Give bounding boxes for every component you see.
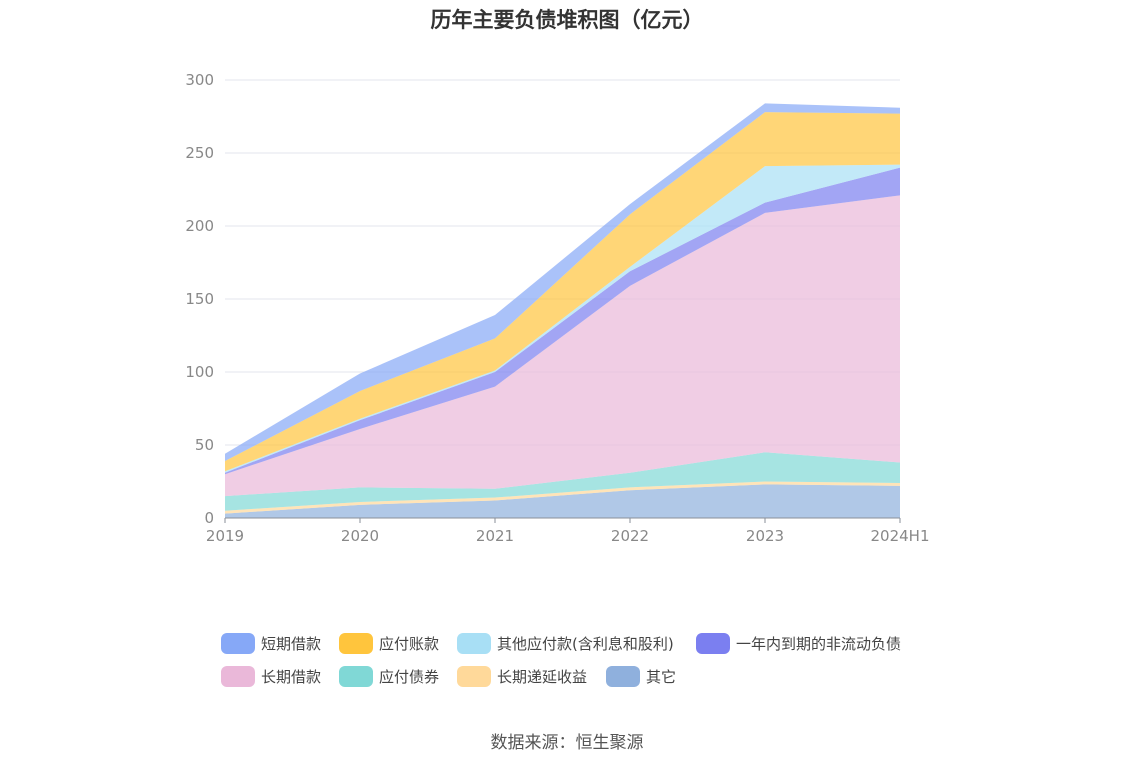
area-series-短期借款 (225, 103, 900, 462)
legend-item-other[interactable]: 其它 (606, 663, 676, 689)
legend-item-long-term-loans[interactable]: 长期借款 (221, 663, 321, 689)
legend-label: 一年内到期的非流动负债 (736, 634, 902, 653)
y-tick-label: 50 (195, 436, 214, 454)
legend-swatch (221, 632, 255, 654)
x-tick-label: 2020 (341, 527, 379, 545)
legend-label: 短期借款 (261, 634, 322, 653)
legend-label: 其它 (646, 667, 677, 686)
legend-swatch (339, 665, 373, 687)
area-series-其它 (225, 484, 900, 518)
y-tick-label: 100 (185, 363, 214, 381)
legend-item-deferred-income[interactable]: 长期递延收益 (457, 663, 587, 689)
area-series (225, 103, 900, 518)
legend-label: 长期借款 (261, 667, 322, 686)
legend-label: 其他应付款(含利息和股利) (497, 634, 674, 653)
legend-label: 长期递延收益 (497, 667, 588, 686)
y-tick-label: 250 (185, 144, 214, 162)
legend-swatch (606, 665, 640, 687)
x-tick-label: 2023 (746, 527, 784, 545)
x-tick-label: 2019 (206, 527, 244, 545)
area-series-应付债券 (225, 452, 900, 511)
area-series-长期借款 (225, 195, 900, 497)
y-tick-label: 200 (185, 217, 214, 235)
legend-item-other-payables[interactable]: 其他应付款(含利息和股利) (457, 630, 674, 656)
chart-title: 历年主要负债堆积图（亿元） (430, 8, 704, 32)
legend-label: 应付账款 (379, 634, 440, 653)
y-tick-label: 0 (204, 509, 214, 527)
legend-label: 应付债券 (379, 667, 440, 686)
legend-swatch (221, 665, 255, 687)
legend-swatch (457, 632, 491, 654)
legend-item-current-noncurrent-liabilities[interactable]: 一年内到期的非流动负债 (696, 630, 901, 656)
area-series-应付账款 (225, 112, 900, 472)
y-tick-label: 150 (185, 290, 214, 308)
x-axis: 2019 2020 2021 2022 2023 2024H1 (206, 517, 930, 545)
x-tick-label: 2021 (476, 527, 514, 545)
legend-item-accounts-payable[interactable]: 应付账款 (339, 630, 439, 656)
legend-item-short-term-loans[interactable]: 短期借款 (221, 630, 321, 656)
area-series-长期递延收益 (225, 481, 900, 514)
x-tick-label: 2024H1 (871, 527, 930, 545)
legend-swatch (457, 665, 491, 687)
y-axis-ticks: 0 50 100 150 200 250 300 (185, 71, 214, 527)
legend-item-bonds-payable[interactable]: 应付债券 (339, 663, 439, 689)
y-tick-label: 300 (185, 71, 214, 89)
x-tick-label: 2022 (611, 527, 649, 545)
legend-swatch (696, 632, 730, 654)
area-series-一年内到期的非流动负债 (225, 167, 900, 475)
legend-swatch (339, 632, 373, 654)
data-source: 数据来源：恒生聚源 (490, 733, 644, 753)
